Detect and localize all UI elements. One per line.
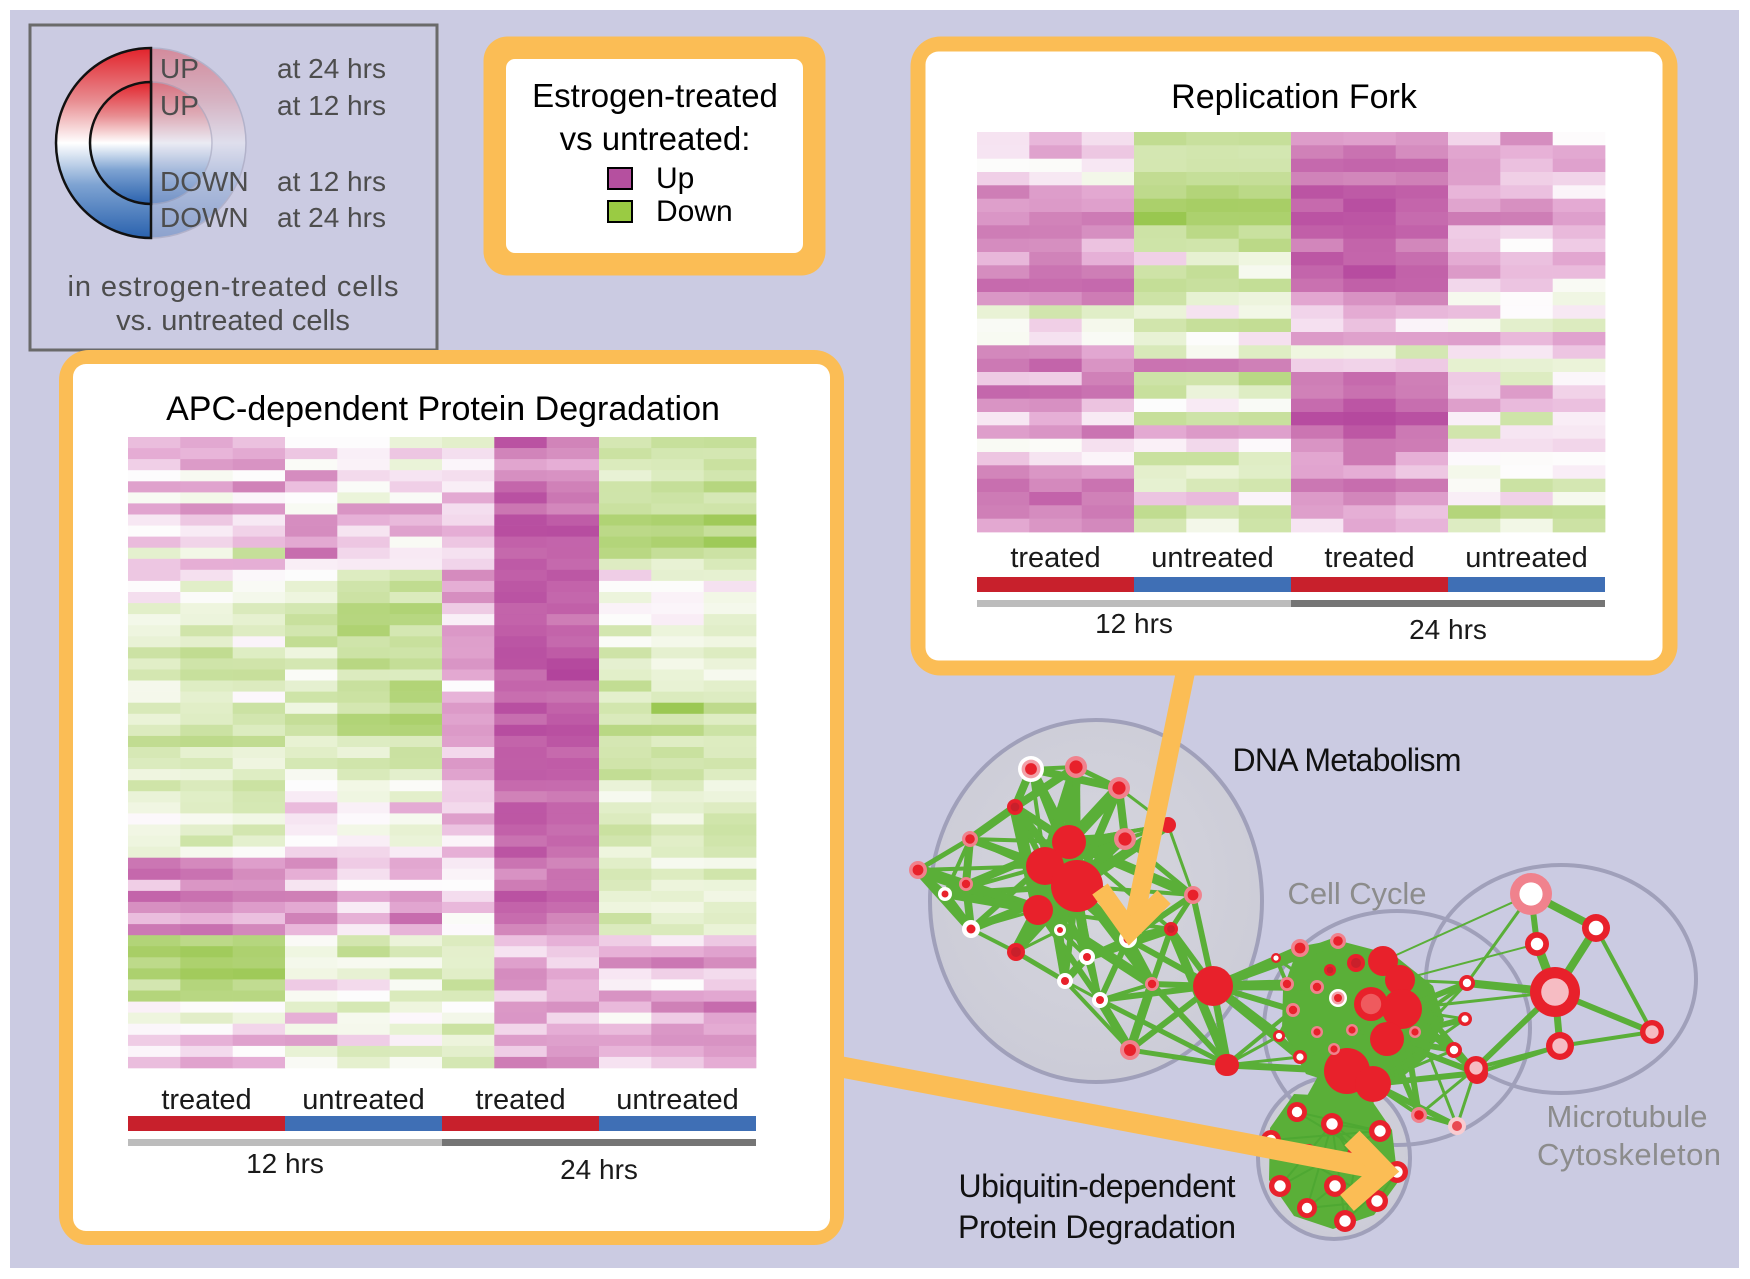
svg-text:untreated: untreated	[302, 1084, 425, 1116]
svg-text:at 12 hrs: at 12 hrs	[277, 166, 386, 197]
svg-text:Replication Fork: Replication Fork	[1171, 78, 1418, 116]
svg-text:Cell Cycle: Cell Cycle	[1288, 876, 1427, 911]
svg-text:treated: treated	[1010, 542, 1100, 574]
svg-text:12 hrs: 12 hrs	[246, 1148, 324, 1179]
svg-text:Microtubule: Microtubule	[1547, 1099, 1708, 1134]
svg-text:untreated: untreated	[616, 1084, 739, 1116]
svg-text:untreated: untreated	[1465, 542, 1588, 574]
svg-text:Estrogen-treated: Estrogen-treated	[532, 77, 778, 114]
svg-text:DOWN: DOWN	[160, 166, 249, 197]
svg-text:DNA Metabolism: DNA Metabolism	[1233, 742, 1462, 778]
svg-text:Cytoskeleton: Cytoskeleton	[1537, 1137, 1721, 1172]
svg-text:Ubiquitin-dependent: Ubiquitin-dependent	[959, 1168, 1236, 1204]
svg-text:APC-dependent Protein Degradat: APC-dependent Protein Degradation	[166, 390, 720, 428]
svg-text:treated: treated	[1324, 542, 1414, 574]
svg-text:untreated: untreated	[1151, 542, 1274, 574]
svg-text:treated: treated	[475, 1084, 565, 1116]
svg-text:at 12 hrs: at 12 hrs	[277, 90, 386, 121]
svg-text:Up: Up	[656, 162, 694, 195]
svg-text:DOWN: DOWN	[160, 202, 249, 233]
svg-text:12 hrs: 12 hrs	[1095, 608, 1173, 639]
svg-text:vs. untreated cells: vs. untreated cells	[116, 305, 350, 337]
svg-text:treated: treated	[161, 1084, 251, 1116]
svg-text:Down: Down	[656, 195, 733, 228]
svg-text:UP: UP	[160, 90, 199, 121]
svg-text:in estrogen-treated cells: in estrogen-treated cells	[68, 271, 399, 303]
svg-text:vs untreated:: vs untreated:	[560, 120, 751, 157]
svg-text:UP: UP	[160, 53, 199, 84]
svg-text:24 hrs: 24 hrs	[560, 1154, 638, 1185]
svg-text:Protein Degradation: Protein Degradation	[958, 1209, 1236, 1245]
svg-text:at 24 hrs: at 24 hrs	[277, 53, 386, 84]
svg-text:24 hrs: 24 hrs	[1409, 614, 1487, 645]
svg-text:at 24 hrs: at 24 hrs	[277, 202, 386, 233]
